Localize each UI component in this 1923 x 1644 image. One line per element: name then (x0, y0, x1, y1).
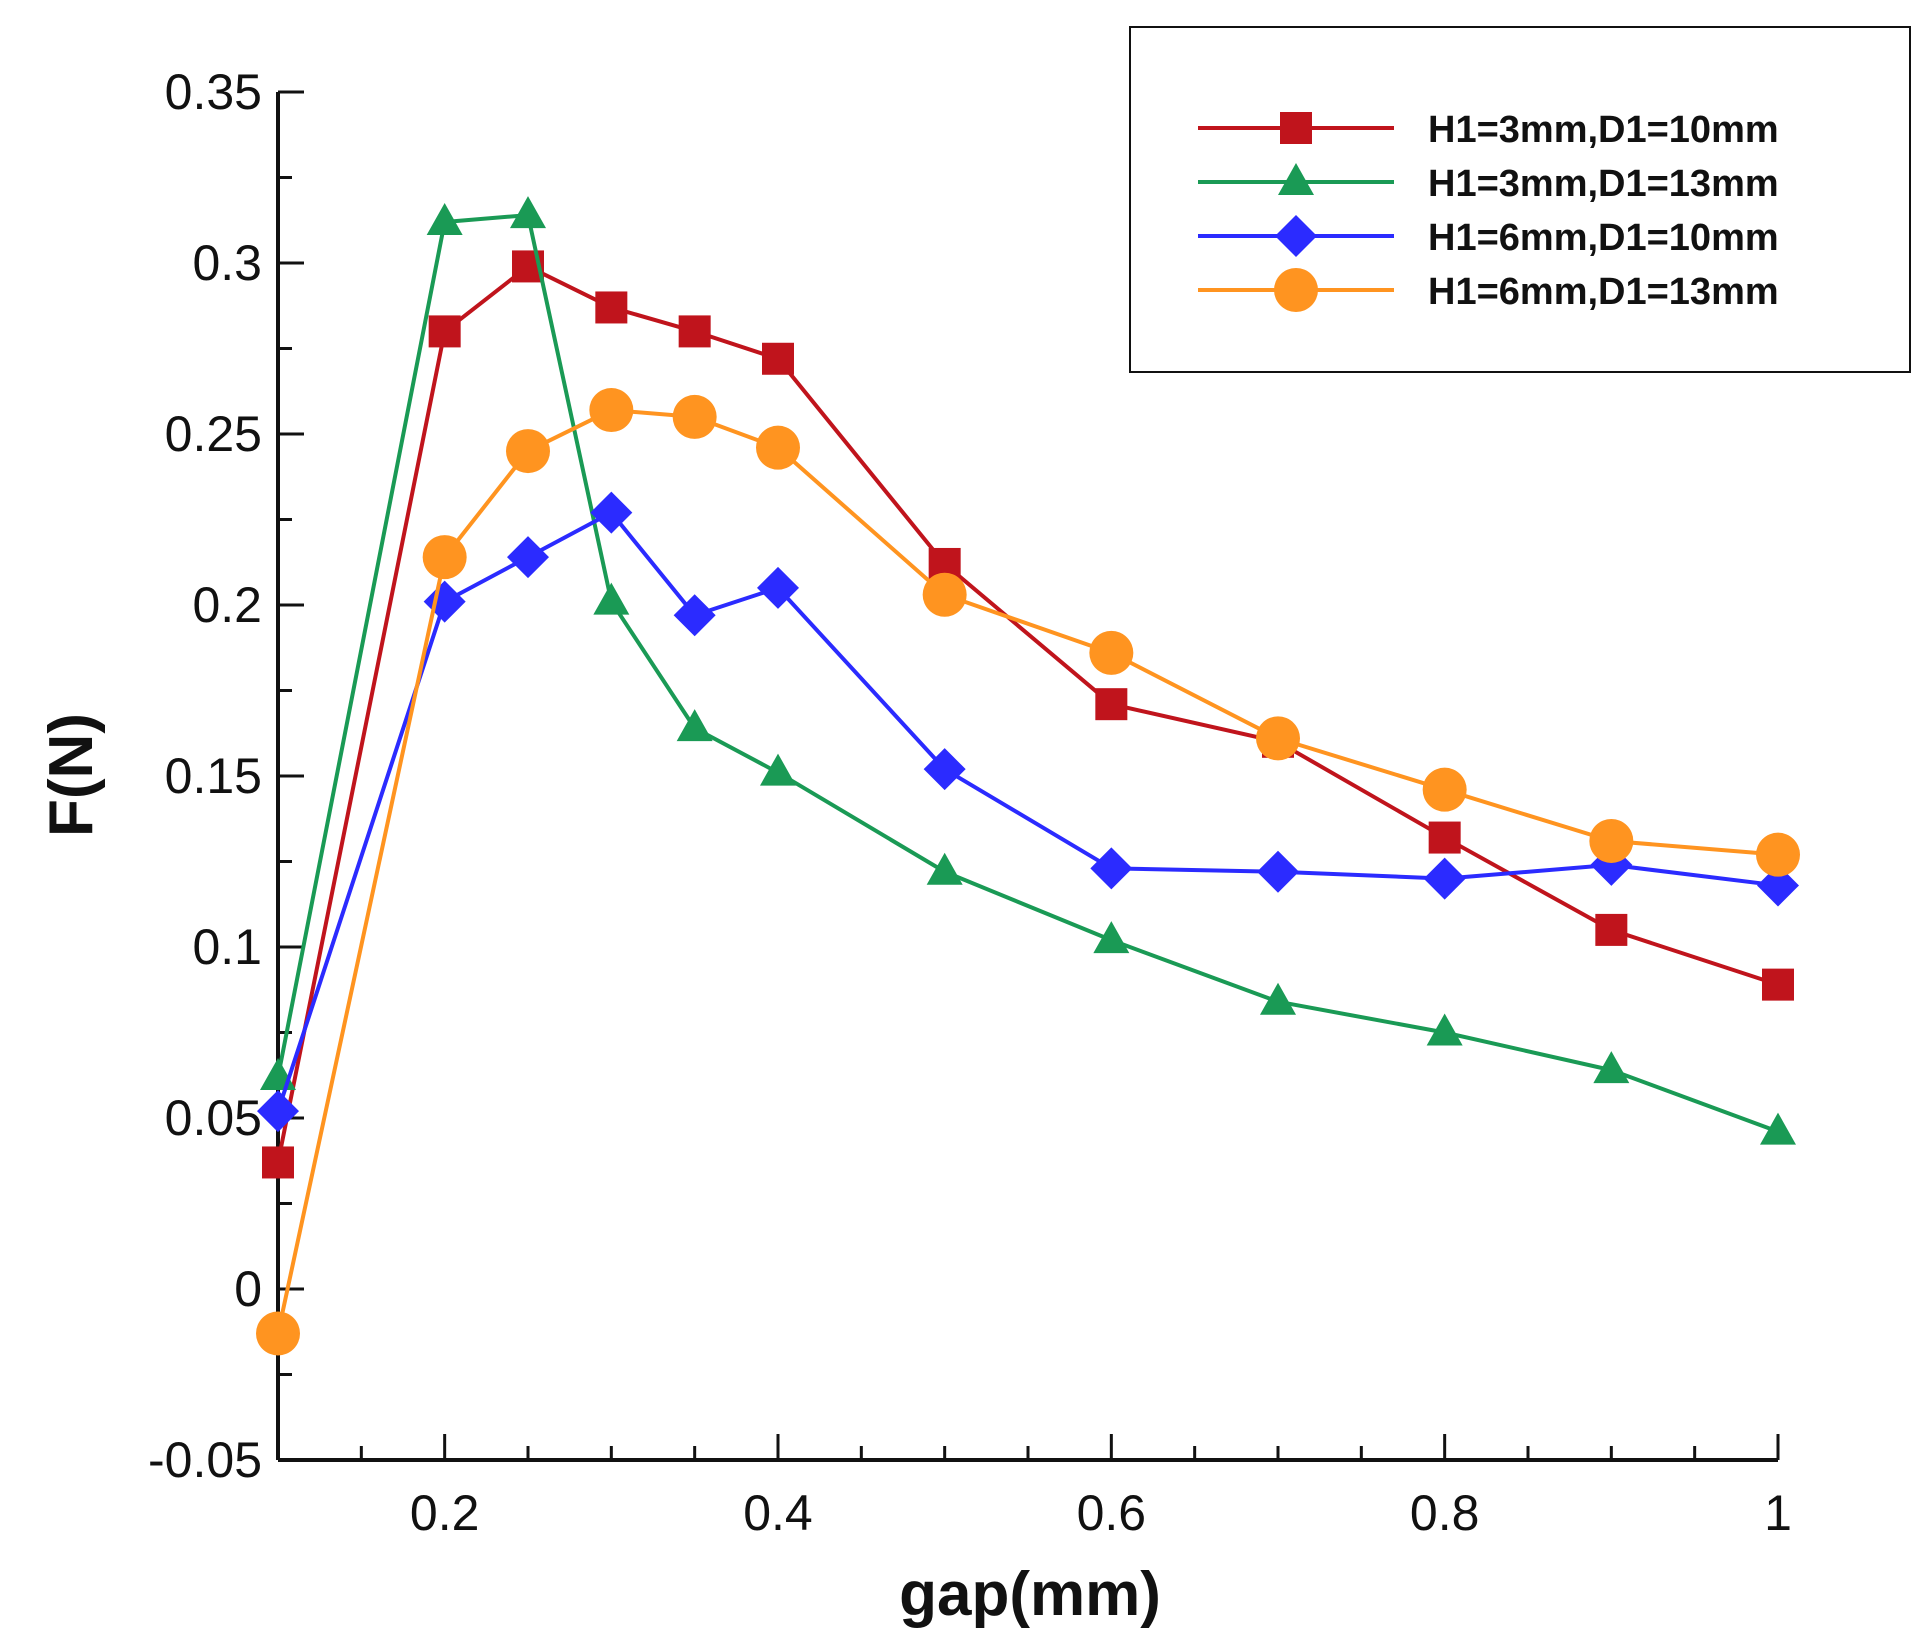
data-point (256, 1311, 300, 1356)
legend-marker (1278, 163, 1314, 195)
data-point (673, 594, 716, 637)
data-point (593, 582, 630, 615)
data-point (1762, 968, 1794, 1001)
x-axis-title: gap(mm) (899, 1560, 1161, 1629)
series-line (276, 510, 1779, 1112)
x-tick-label: 0.8 (1410, 1485, 1480, 1541)
legend-box (1129, 26, 1911, 373)
series-4 (256, 388, 1800, 1356)
data-point (1260, 982, 1296, 1015)
series-3 (257, 491, 1799, 1133)
y-tick-label: 0.2 (192, 577, 262, 633)
data-point (507, 536, 549, 579)
y-tick-label: 0.15 (165, 748, 262, 804)
data-point (595, 291, 628, 324)
y-tick-label: -0.05 (148, 1432, 262, 1488)
data-point (590, 491, 633, 534)
series-line (276, 213, 1779, 1134)
data-point (262, 1146, 294, 1179)
legend-marker (1275, 215, 1317, 257)
data-point (1426, 1013, 1463, 1046)
series-layer (256, 196, 1800, 1356)
data-point (1257, 850, 1299, 893)
legend-item: H1=6mm,D1=13mm (1198, 268, 1779, 313)
y-tick-label: 0 (234, 1261, 262, 1317)
data-point (762, 342, 794, 375)
x-tick-label: 0.6 (1077, 1485, 1147, 1541)
series-line (276, 408, 1779, 1334)
series-line (276, 264, 1779, 1163)
data-point (1090, 847, 1133, 890)
data-point (1095, 688, 1128, 721)
data-point (1589, 818, 1634, 863)
series-1 (262, 250, 1794, 1179)
legend-label: H1=3mm,D1=10mm (1428, 109, 1779, 151)
legend-marker (1280, 112, 1312, 144)
legend-label: H1=6mm,D1=10mm (1428, 217, 1779, 259)
data-point (1422, 767, 1467, 812)
data-point (1093, 921, 1130, 954)
data-point (1593, 1051, 1630, 1084)
legend-marker (1274, 268, 1318, 312)
data-point (1756, 832, 1800, 877)
legend: H1=3mm,D1=10mm H1=3mm,D1=13mm H1=6mm,D1=10… (1129, 26, 1911, 373)
data-point (1428, 821, 1461, 854)
data-point (926, 852, 963, 885)
data-point (922, 572, 967, 617)
data-point (1760, 1112, 1796, 1145)
data-point (510, 196, 546, 229)
y-tick-label: 0.25 (165, 406, 262, 462)
legend-label: H1=3mm,D1=13mm (1428, 163, 1779, 205)
data-point (672, 394, 717, 439)
y-axis-ticks: -0.05 0 0.05 0.1 0.15 0.2 0.25 0.3 0.35 (148, 64, 304, 1488)
data-point (426, 202, 463, 235)
y-tick-label: 0.1 (192, 919, 262, 975)
data-point (1595, 913, 1628, 946)
data-point (589, 388, 634, 433)
legend-label: H1=6mm,D1=13mm (1428, 271, 1779, 313)
legend-item: H1=3mm,D1=10mm (1198, 109, 1779, 151)
data-point (1256, 716, 1300, 761)
data-point (1757, 864, 1799, 907)
data-point (756, 425, 800, 470)
data-point (757, 566, 799, 609)
data-point (422, 535, 467, 580)
data-point (506, 429, 550, 474)
legend-item: H1=6mm,D1=10mm (1198, 215, 1779, 259)
data-point (428, 315, 461, 348)
legend-item: H1=3mm,D1=13mm (1198, 163, 1779, 205)
x-tick-label: 0.2 (410, 1485, 480, 1541)
y-tick-label: 0.05 (165, 1090, 262, 1146)
x-tick-label: 1 (1764, 1485, 1792, 1541)
x-axis-ticks: 0.2 0.4 0.6 0.8 1 (276, 1434, 1792, 1541)
data-point (760, 753, 796, 786)
data-point (676, 709, 713, 742)
data-point (257, 1090, 299, 1133)
y-tick-label: 0.35 (165, 64, 262, 120)
data-point (678, 315, 711, 348)
y-axis-title: F(N) (37, 713, 106, 837)
data-point (1423, 857, 1466, 900)
x-tick-label: 0.4 (743, 1485, 813, 1541)
data-point (1089, 630, 1134, 675)
y-tick-label: 0.3 (192, 235, 262, 291)
data-point (923, 748, 966, 791)
